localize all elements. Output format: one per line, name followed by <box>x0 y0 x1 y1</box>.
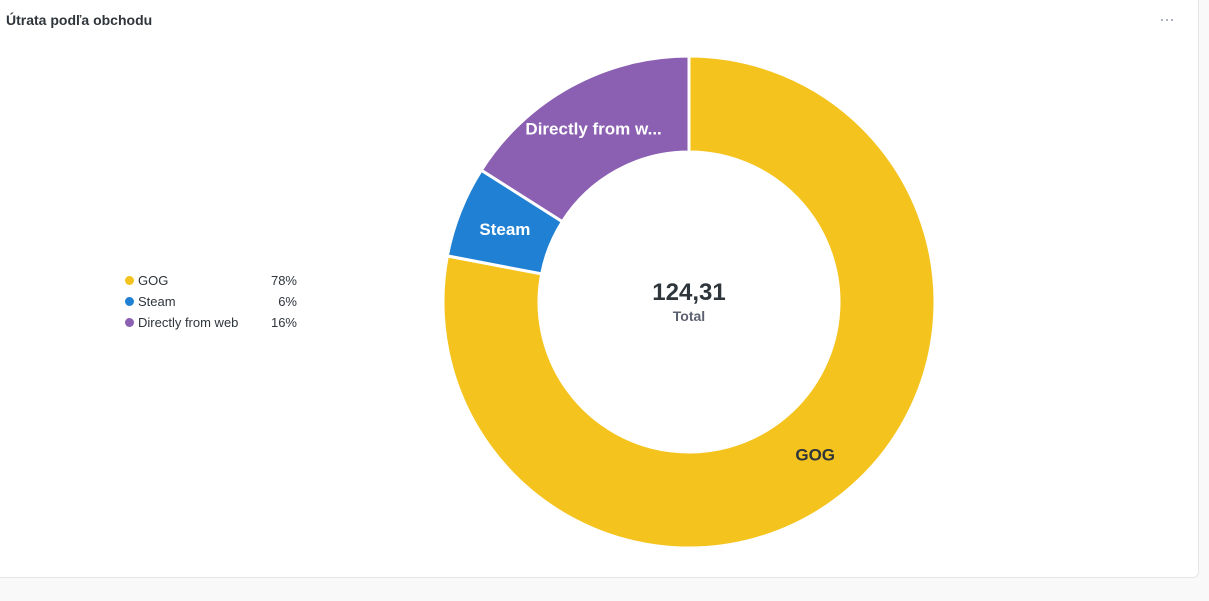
card-title: Útrata podľa obchodu <box>6 12 153 28</box>
legend-item-gog[interactable]: GOG 78% <box>125 270 297 291</box>
chart-card: Útrata podľa obchodu GOG 78% Steam 6% Di… <box>0 0 1199 578</box>
legend-item-directly-from-web[interactable]: Directly from web 16% <box>125 312 297 333</box>
total-label: Total <box>673 308 705 324</box>
legend-percent: 78% <box>270 273 297 288</box>
slice-label-steam: Steam <box>479 220 530 239</box>
donut-chart: GOG Steam Directly from w... 124,31 Total <box>441 54 937 550</box>
legend-dot-steam <box>125 297 134 306</box>
chart-legend: GOG 78% Steam 6% Directly from web 16% <box>125 270 297 333</box>
more-options-icon[interactable] <box>1156 10 1178 30</box>
slice-label-gog: GOG <box>795 446 835 465</box>
donut-slice-gog[interactable] <box>441 54 937 550</box>
slice-label-directly-from-web: Directly from w... <box>525 119 661 138</box>
legend-item-steam[interactable]: Steam 6% <box>125 291 297 312</box>
total-value: 124,31 <box>652 279 725 306</box>
legend-label: GOG <box>138 273 169 288</box>
legend-dot-directly-from-web <box>125 318 134 327</box>
legend-percent: 16% <box>270 315 297 330</box>
legend-label: Steam <box>138 294 176 309</box>
legend-label: Directly from web <box>138 315 239 330</box>
legend-percent: 6% <box>278 294 297 309</box>
donut-slice-directly-from-web[interactable] <box>479 54 691 224</box>
legend-dot-gog <box>125 276 134 285</box>
